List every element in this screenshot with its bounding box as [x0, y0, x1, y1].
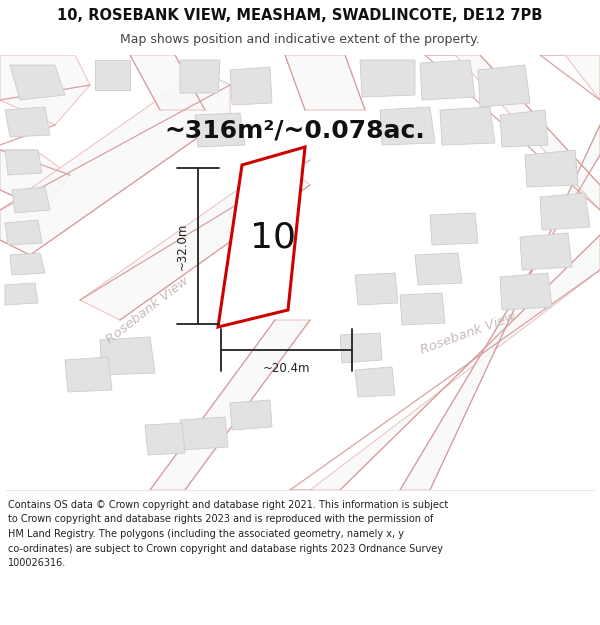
- Polygon shape: [430, 213, 478, 245]
- Polygon shape: [230, 67, 272, 105]
- Text: Rosebank View: Rosebank View: [104, 274, 192, 346]
- Polygon shape: [100, 337, 155, 375]
- Text: Contains OS data © Crown copyright and database right 2021. This information is : Contains OS data © Crown copyright and d…: [8, 500, 448, 510]
- Text: co-ordinates) are subject to Crown copyright and database rights 2023 Ordnance S: co-ordinates) are subject to Crown copyr…: [8, 544, 443, 554]
- Polygon shape: [145, 423, 185, 455]
- Text: 100026316.: 100026316.: [8, 558, 66, 568]
- Text: 10, ROSEBANK VIEW, MEASHAM, SWADLINCOTE, DE12 7PB: 10, ROSEBANK VIEW, MEASHAM, SWADLINCOTE,…: [58, 8, 542, 23]
- Polygon shape: [5, 220, 42, 245]
- Polygon shape: [380, 107, 435, 145]
- Polygon shape: [180, 417, 228, 450]
- Polygon shape: [540, 193, 590, 230]
- Polygon shape: [65, 357, 112, 392]
- Text: 10: 10: [250, 220, 296, 254]
- Polygon shape: [360, 60, 415, 97]
- Polygon shape: [415, 253, 462, 285]
- Polygon shape: [355, 273, 398, 305]
- Polygon shape: [95, 60, 130, 90]
- Polygon shape: [218, 147, 305, 327]
- Polygon shape: [10, 253, 45, 275]
- Polygon shape: [10, 65, 65, 100]
- Polygon shape: [150, 320, 310, 490]
- Polygon shape: [355, 367, 395, 397]
- Text: ~20.4m: ~20.4m: [263, 361, 310, 374]
- Polygon shape: [230, 400, 272, 430]
- Polygon shape: [500, 110, 548, 147]
- Polygon shape: [400, 125, 600, 490]
- Polygon shape: [12, 187, 50, 213]
- Polygon shape: [285, 55, 365, 110]
- Polygon shape: [340, 333, 382, 363]
- Polygon shape: [540, 55, 600, 100]
- Polygon shape: [180, 60, 220, 93]
- Text: to Crown copyright and database rights 2023 and is reproduced with the permissio: to Crown copyright and database rights 2…: [8, 514, 433, 524]
- Polygon shape: [0, 150, 70, 210]
- Polygon shape: [500, 273, 552, 310]
- Polygon shape: [425, 55, 600, 210]
- Polygon shape: [80, 160, 310, 320]
- Polygon shape: [478, 65, 530, 107]
- Polygon shape: [5, 150, 42, 175]
- Polygon shape: [5, 107, 50, 137]
- Polygon shape: [400, 293, 445, 325]
- Polygon shape: [290, 235, 600, 490]
- Polygon shape: [0, 70, 230, 255]
- Text: Map shows position and indicative extent of the property.: Map shows position and indicative extent…: [120, 33, 480, 46]
- Text: Rosebank View: Rosebank View: [418, 309, 518, 356]
- Text: ~316m²/~0.078ac.: ~316m²/~0.078ac.: [164, 118, 425, 142]
- Polygon shape: [420, 60, 475, 100]
- Polygon shape: [0, 55, 90, 125]
- Polygon shape: [195, 113, 245, 147]
- Polygon shape: [520, 233, 572, 270]
- Text: ~32.0m: ~32.0m: [176, 222, 188, 270]
- Polygon shape: [5, 283, 38, 305]
- Polygon shape: [130, 55, 205, 110]
- Polygon shape: [440, 107, 495, 145]
- Text: HM Land Registry. The polygons (including the associated geometry, namely x, y: HM Land Registry. The polygons (includin…: [8, 529, 404, 539]
- Polygon shape: [525, 150, 578, 187]
